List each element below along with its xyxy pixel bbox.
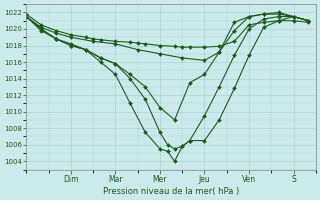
X-axis label: Pression niveau de la mer( hPa ): Pression niveau de la mer( hPa )	[103, 187, 239, 196]
